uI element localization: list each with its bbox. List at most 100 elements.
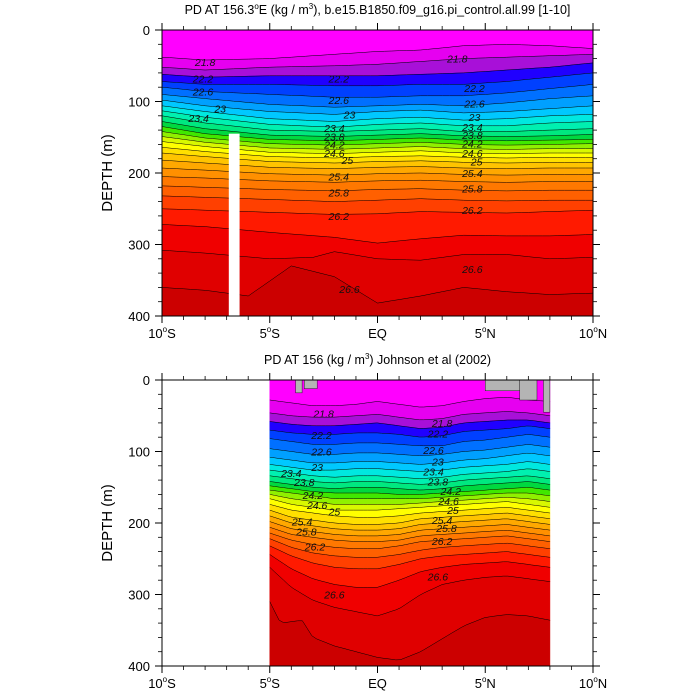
contour-label: 25.8 (435, 523, 457, 535)
contour-label: 22.6 (192, 86, 214, 98)
contour-label: 23 (468, 112, 481, 124)
contour-label: 24.2 (440, 486, 462, 498)
contour-label: 26.6 (461, 264, 483, 276)
contour-label: 24.6 (461, 148, 483, 160)
contour-line-25-6 (269, 527, 550, 542)
contour-label: 23 (431, 457, 444, 469)
contour-line-23 (162, 99, 593, 115)
y-tick-label: 200 (128, 166, 150, 181)
contour-line-23-2 (269, 461, 550, 472)
x-tick-label: 5oS (260, 675, 281, 691)
contour-label: 23.8 (293, 477, 315, 489)
contour-line-22-4 (162, 72, 593, 87)
contour-line-23-6 (162, 115, 593, 132)
contour-label: 23.4 (461, 122, 483, 134)
y-tick-label: 300 (128, 588, 150, 603)
contour-label: 25.8 (461, 184, 483, 196)
contour-label: 23.4 (323, 123, 345, 135)
contour-label: 23 (213, 104, 226, 116)
contour-line-25-4 (269, 521, 550, 537)
contour-label: 22.2 (327, 74, 349, 86)
contour-label: 22.6 (327, 95, 349, 107)
contour-line-22-6 (269, 434, 550, 447)
panel-title: PD AT 156.3oE (kg / m3), b.e15.B1850.f09… (185, 2, 571, 17)
contour-line-24 (269, 485, 550, 495)
missing-region-2 (485, 380, 520, 391)
contour-line-22 (269, 411, 550, 421)
contour-label: 23.4 (422, 467, 444, 479)
contour-label: 25 (446, 505, 459, 517)
contour-line-22-2 (162, 62, 593, 78)
contour-line-22-4 (269, 425, 550, 438)
y-tick-label: 300 (128, 238, 150, 253)
contour-label: 24.6 (437, 496, 459, 508)
contour-line-22 (162, 54, 593, 71)
top-panel: 21.822.222.62323.421.822.222.62323.423.8… (99, 2, 607, 341)
contour-label: 25 (470, 157, 483, 169)
contour-label: 24.2 (461, 139, 483, 151)
contour-label: 21.8 (194, 57, 216, 69)
contour-line-22-2 (269, 419, 550, 429)
contour-line-25-2 (269, 515, 550, 531)
contour-label: 26.2 (431, 536, 453, 548)
y-tick-label: 100 (128, 445, 150, 460)
contour-label: 24.2 (323, 139, 345, 151)
x-tick-label: 10oS (148, 325, 176, 341)
contour-label: 26.6 (427, 572, 449, 584)
x-tick-label: 5oN (475, 325, 496, 341)
y-tick-label: 0 (143, 23, 150, 38)
contour-label: 25.4 (461, 168, 483, 180)
y-tick-label: 100 (128, 95, 150, 110)
missing-region-0 (295, 380, 303, 394)
contour-label: 23.4 (280, 468, 302, 480)
contour-label: 26.2 (461, 205, 483, 217)
contour-label: 21.8 (431, 418, 453, 430)
contour-label: 26.2 (327, 211, 349, 223)
contour-label: 25.8 (327, 187, 349, 199)
contour-label: 24.2 (302, 490, 324, 502)
x-tick-label: 10oN (579, 325, 607, 341)
contour-line-26-4 (269, 554, 550, 588)
contour-line-22-8 (269, 444, 550, 456)
contour-line-25-8 (269, 532, 550, 549)
contour-line-23-6 (269, 475, 550, 485)
contour-line-22-8 (162, 94, 593, 108)
contour-label: 25.4 (327, 172, 349, 184)
y-axis-label: DEPTH (m) (99, 134, 116, 212)
missing-region-3 (519, 380, 538, 401)
contour-label: 25 (328, 507, 341, 519)
panel-title: PD AT 156 (kg / m3) Johnson et al (2002) (264, 352, 491, 367)
contour-label: 22.2 (427, 429, 449, 441)
contour-label: 21.8 (446, 54, 468, 66)
x-tick-label: EQ (368, 326, 387, 341)
x-tick-label: 5oN (475, 675, 496, 691)
contour-line-24-6 (269, 498, 550, 511)
contour-label: 23.4 (187, 113, 209, 125)
contour-line-26 (269, 538, 550, 558)
contour-label: 26.6 (323, 590, 345, 602)
contour-line-21-8 (162, 44, 593, 61)
y-tick-label: 400 (128, 309, 150, 324)
contour-label: 22.2 (463, 83, 485, 95)
x-tick-label: 10oN (579, 675, 607, 691)
contour-label: 23.8 (323, 132, 345, 144)
y-tick-label: 0 (143, 373, 150, 388)
contour-line-26-8 (269, 601, 550, 661)
contour-line-24-2 (269, 489, 550, 499)
contour-label: 25 (340, 155, 353, 167)
contour-line-23-2 (162, 105, 593, 122)
contour-label: 23.8 (461, 130, 483, 142)
bottom-panel: 21.822.222.62323.423.824.224.62525.425.8… (99, 352, 607, 691)
y-axis-label: DEPTH (m) (99, 484, 116, 562)
contour-line-23-8 (162, 121, 593, 137)
y-tick-label: 400 (128, 659, 150, 674)
contour-label: 26.6 (338, 284, 360, 296)
contour-label: 22.2 (192, 74, 214, 86)
contour-label: 21.8 (312, 409, 334, 421)
contour-line-23-4 (269, 468, 550, 479)
contour-line-22-6 (162, 84, 593, 98)
contour-label: 22.2 (310, 430, 332, 442)
contour-label: 25.8 (295, 527, 317, 539)
x-tick-label: 10oS (148, 675, 176, 691)
